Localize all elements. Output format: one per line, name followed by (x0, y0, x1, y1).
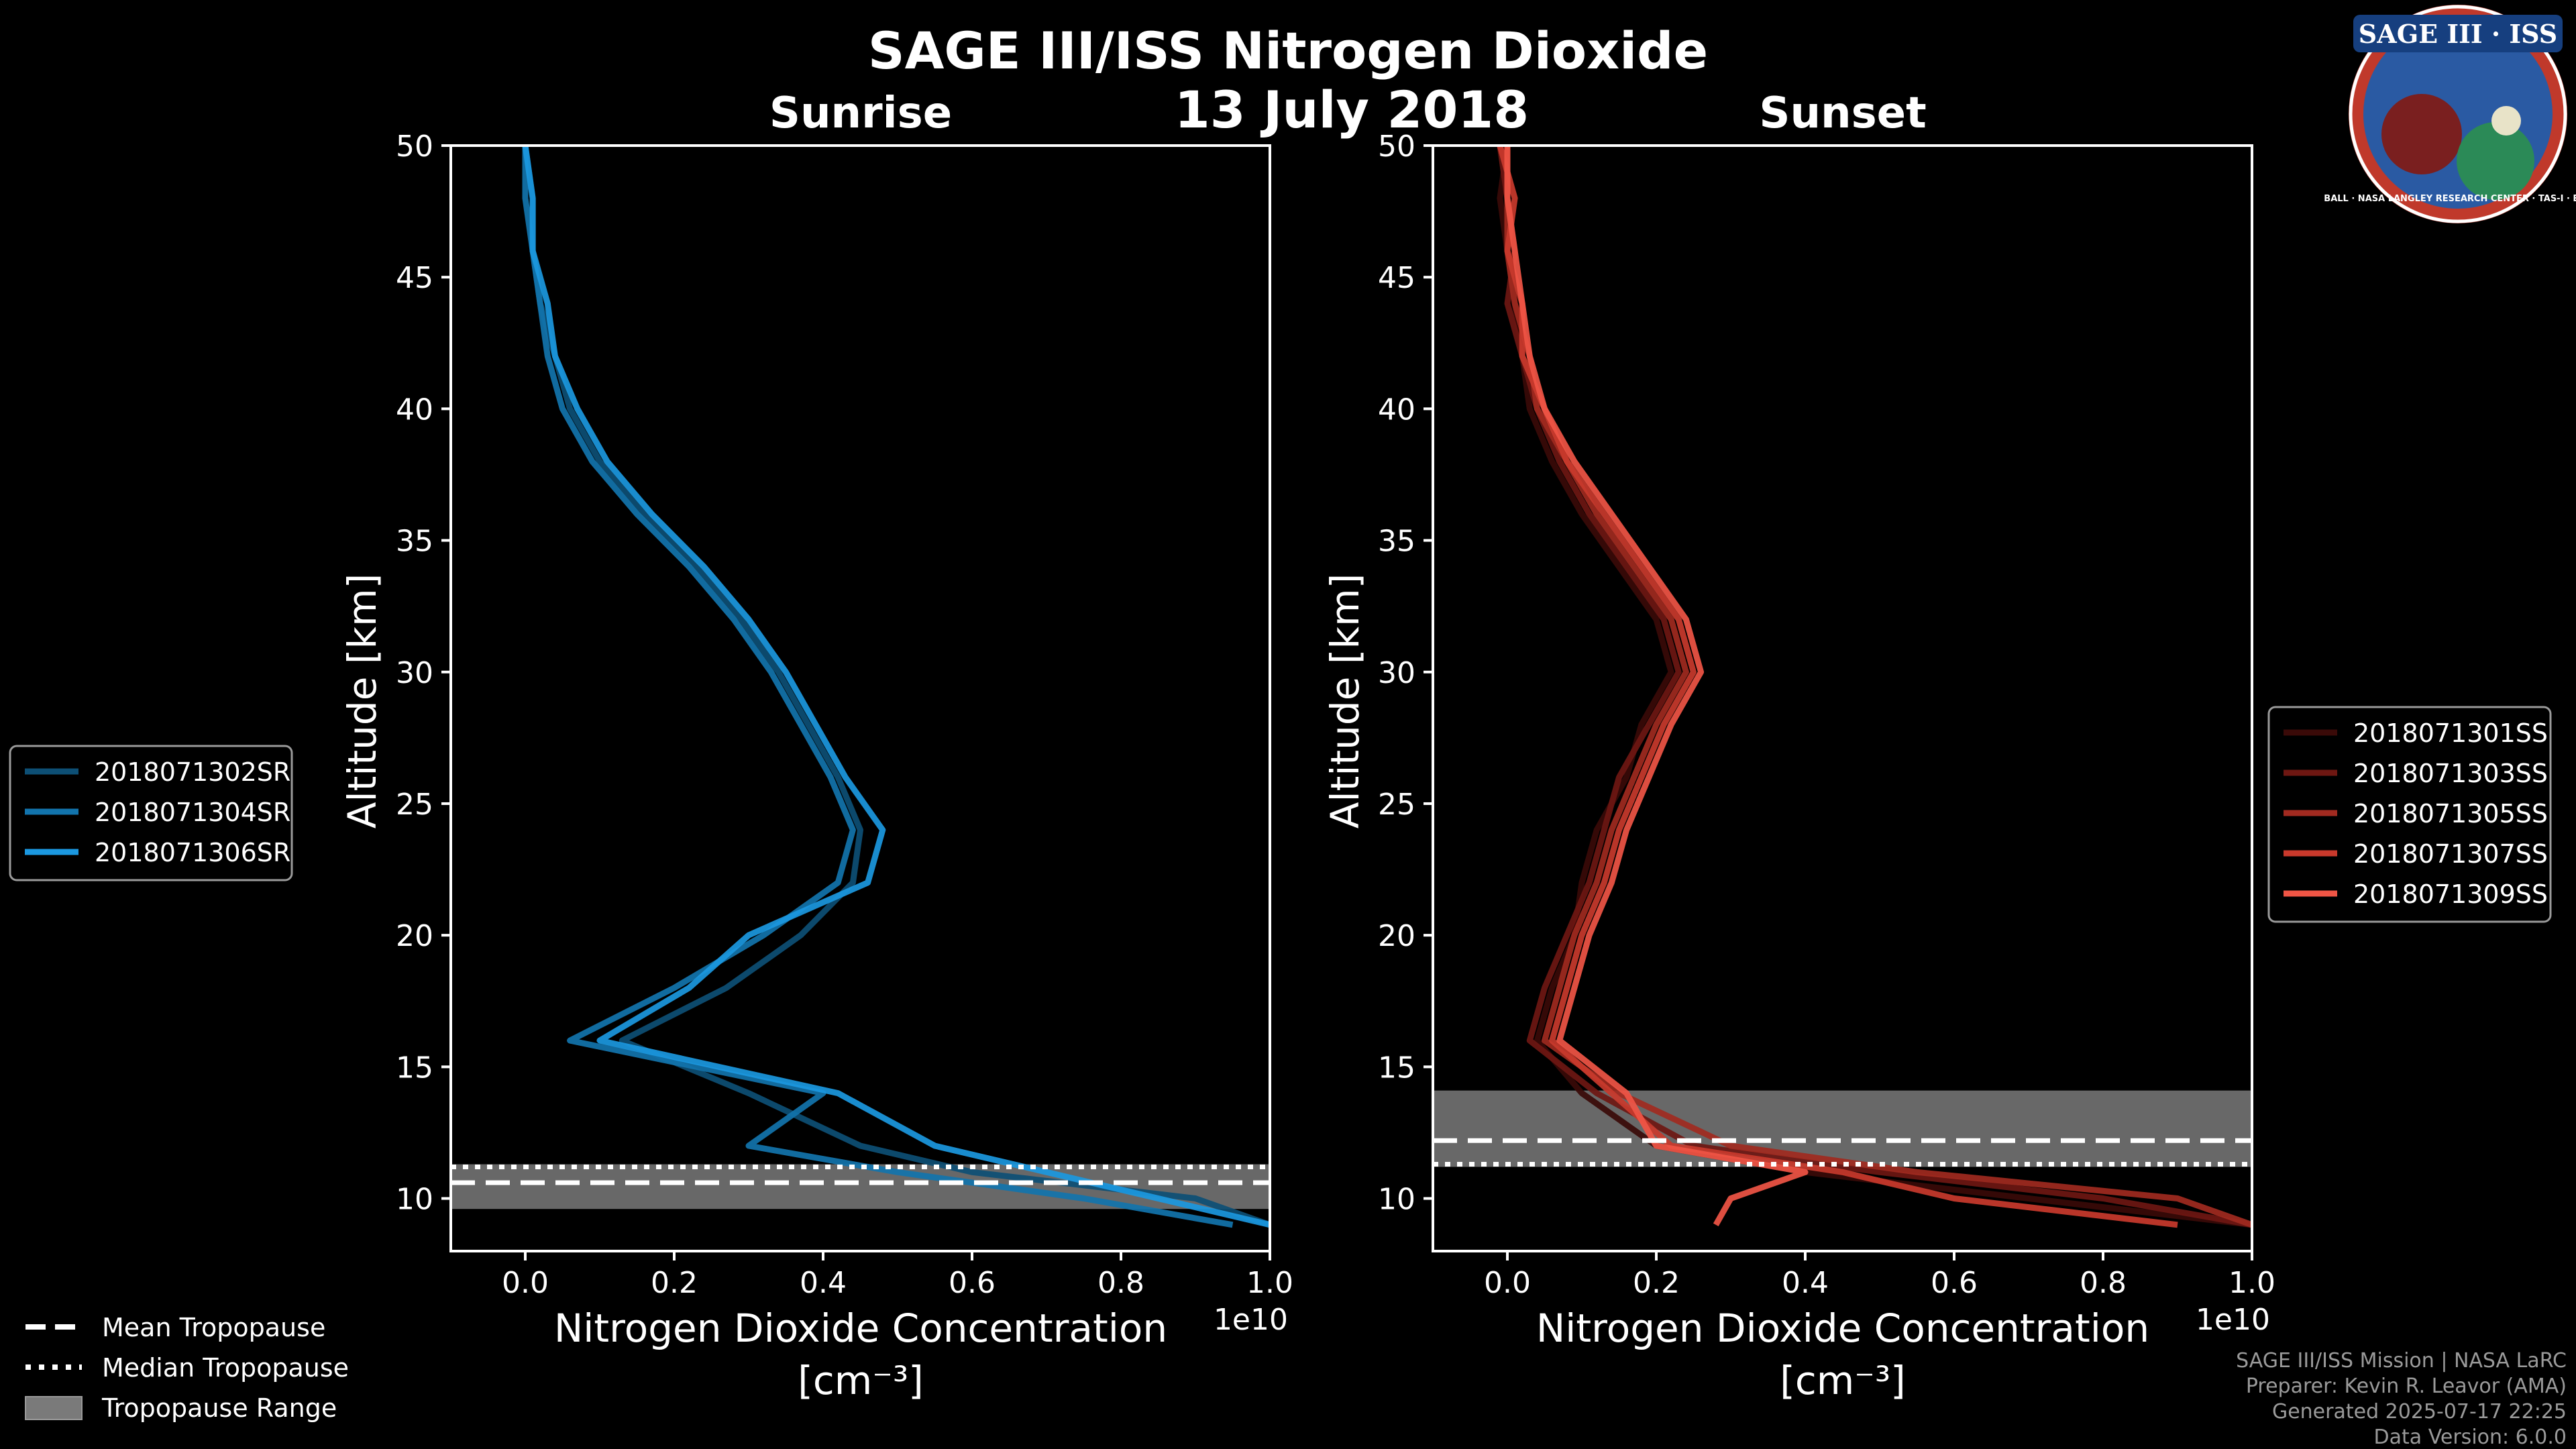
sunrise-y-tick-label: 20 (396, 919, 433, 953)
sunset-y-tick-label: 50 (1378, 129, 1415, 164)
sunset-y-tick-label: 40 (1378, 392, 1415, 427)
credit-mission: SAGE III/ISS Mission | NASA LaRC (2236, 1349, 2567, 1373)
sunrise-series-2018071306SR (522, 146, 1270, 1228)
sunset-legend-label: 2018071309SS (2353, 879, 2548, 909)
sunset-axes: 0.0 0.2 0.4 0.6 0.8 1.0 10 15 20 25 30 35 40 45 50 (1378, 129, 2275, 1300)
sunrise-legend-frame (9, 745, 293, 881)
sunset-legend-label: 2018071307SS (2353, 839, 2548, 869)
sunset-y-tick-label: 35 (1378, 525, 1415, 559)
figure-title: SAGE III/ISS Nitrogen Dioxide (868, 21, 1708, 80)
sunrise-title: Sunrise (769, 89, 952, 138)
mean-tropopause-label: Mean Tropopause (102, 1313, 325, 1342)
sunset-series-2018071305SS (1504, 146, 2252, 1228)
sunrise-legend-label: 2018071304SR (95, 798, 290, 827)
sunrise-legend-label: 2018071306SR (95, 838, 290, 867)
tropopause-range-swatch (25, 1396, 83, 1420)
sunrise-tropopause-range (451, 1164, 1270, 1210)
sunrise-x-tick-label: 1.0 (1246, 1266, 1293, 1300)
sunset-y-tick-label: 30 (1378, 656, 1415, 690)
sunrise-y-tick-label: 10 (396, 1183, 433, 1217)
sunset-legend-label: 2018071301SS (2353, 718, 2548, 748)
tropopause-range-label: Tropopause Range (101, 1393, 337, 1423)
sunrise-y-tick-label: 15 (396, 1051, 433, 1085)
sunset-y-tick-label: 20 (1378, 919, 1415, 953)
sunrise-y-tick-label: 30 (396, 656, 433, 690)
sunset-legend: 2018071301SS 2018071303SS 2018071305SS 2018… (2267, 706, 2552, 923)
sunrise-y-axis-label: Altitude [km] (339, 574, 385, 828)
sunset-x-axis-label: Nitrogen Dioxide Concentration (1536, 1305, 2149, 1351)
sunrise-axes-frame (449, 144, 1271, 1252)
sunrise-plot-area (451, 146, 1270, 1228)
sunrise-x-axis-unit: [cm⁻³] (798, 1358, 924, 1403)
logo-ring-text: BALL · NASA LANGLEY RESEARCH CENTER · TA… (2324, 194, 2576, 204)
credit-preparer: Preparer: Kevin R. Leavor (AMA) (2246, 1375, 2567, 1398)
sunrise-axes: 0.0 0.2 0.4 0.6 0.8 1.0 10 15 20 25 30 35 40 45 50 (396, 129, 1293, 1300)
sunset-series-2018071303SS (1497, 146, 2252, 1228)
sunrise-legend: 2018071302SR 2018071304SR 2018071306SR (9, 745, 293, 881)
sunset-x-tick-label: 0.2 (1633, 1266, 1680, 1300)
tropopause-legend: Mean Tropopause Median Tropopause Tropop… (25, 1313, 349, 1423)
sunset-x-tick-label: 0.6 (1931, 1266, 1978, 1300)
median-tropopause-label: Median Tropopause (102, 1353, 349, 1383)
sunrise-x-tick-label: 0.6 (949, 1266, 996, 1300)
sunrise-x-tick-label: 0.0 (502, 1266, 549, 1300)
sunset-y-tick-label: 15 (1378, 1051, 1415, 1085)
sunset-tropopause-range (1433, 1090, 2252, 1167)
figure-date: 13 July 2018 (1175, 80, 1529, 140)
sunset-y-tick-label: 10 (1378, 1183, 1415, 1217)
sunrise-x-tick-label: 0.2 (651, 1266, 698, 1300)
credit-generated: Generated 2025-07-17 22:25 (2272, 1400, 2567, 1424)
sage-iii-iss-logo: SAGE III · ISS BALL · NASA LANGLEY RESEA… (2324, 5, 2576, 223)
sunset-legend-label: 2018071305SS (2353, 799, 2548, 828)
sunrise-y-tick-label: 25 (396, 788, 433, 822)
sunset-x-tick-label: 1.0 (2229, 1266, 2275, 1300)
sunrise-legend-label: 2018071302SR (95, 757, 290, 787)
sunset-title: Sunset (1759, 89, 1926, 138)
sunset-series-2018071307SS (1497, 146, 2178, 1228)
sunset-y-tick-label: 45 (1378, 261, 1415, 295)
sunset-y-axis-label: Altitude [km] (1322, 574, 1368, 828)
sunrise-x-scale-label: 1e10 (1214, 1303, 1288, 1337)
sunrise-x-axis-label: Nitrogen Dioxide Concentration (554, 1305, 1167, 1351)
sunset-x-tick-label: 0.4 (1782, 1266, 1829, 1300)
sunrise-x-tick-label: 0.4 (800, 1266, 847, 1300)
sunset-x-axis-unit: [cm⁻³] (1780, 1358, 1906, 1403)
sunset-series-2018071301SS (1497, 146, 2252, 1228)
sunrise-y-tick-label: 40 (396, 392, 433, 427)
sunrise-y-tick-label: 50 (396, 129, 433, 164)
sunrise-y-tick-label: 45 (396, 261, 433, 295)
sunset-x-scale-label: 1e10 (2196, 1303, 2270, 1337)
sunset-x-tick-label: 0.0 (1484, 1266, 1531, 1300)
credit-data-version: Data Version: 6.0.0 (2374, 1426, 2567, 1449)
logo-text: SAGE III · ISS (2359, 19, 2557, 49)
sunrise-x-tick-label: 0.8 (1097, 1266, 1144, 1300)
sunset-plot-area (1433, 146, 2252, 1228)
sunrise-series-2018071304SR (522, 146, 1234, 1228)
sunset-legend-frame (2267, 706, 2552, 923)
sunset-y-tick-label: 25 (1378, 788, 1415, 822)
sunrise-series-2018071302SR (522, 146, 1270, 1228)
sunset-series-2018071309SS (1504, 146, 1809, 1227)
sunset-x-tick-label: 0.8 (2080, 1266, 2127, 1300)
sunset-legend-label: 2018071303SS (2353, 759, 2548, 788)
sunset-axes-frame (1432, 144, 2253, 1252)
sunrise-y-tick-label: 35 (396, 525, 433, 559)
